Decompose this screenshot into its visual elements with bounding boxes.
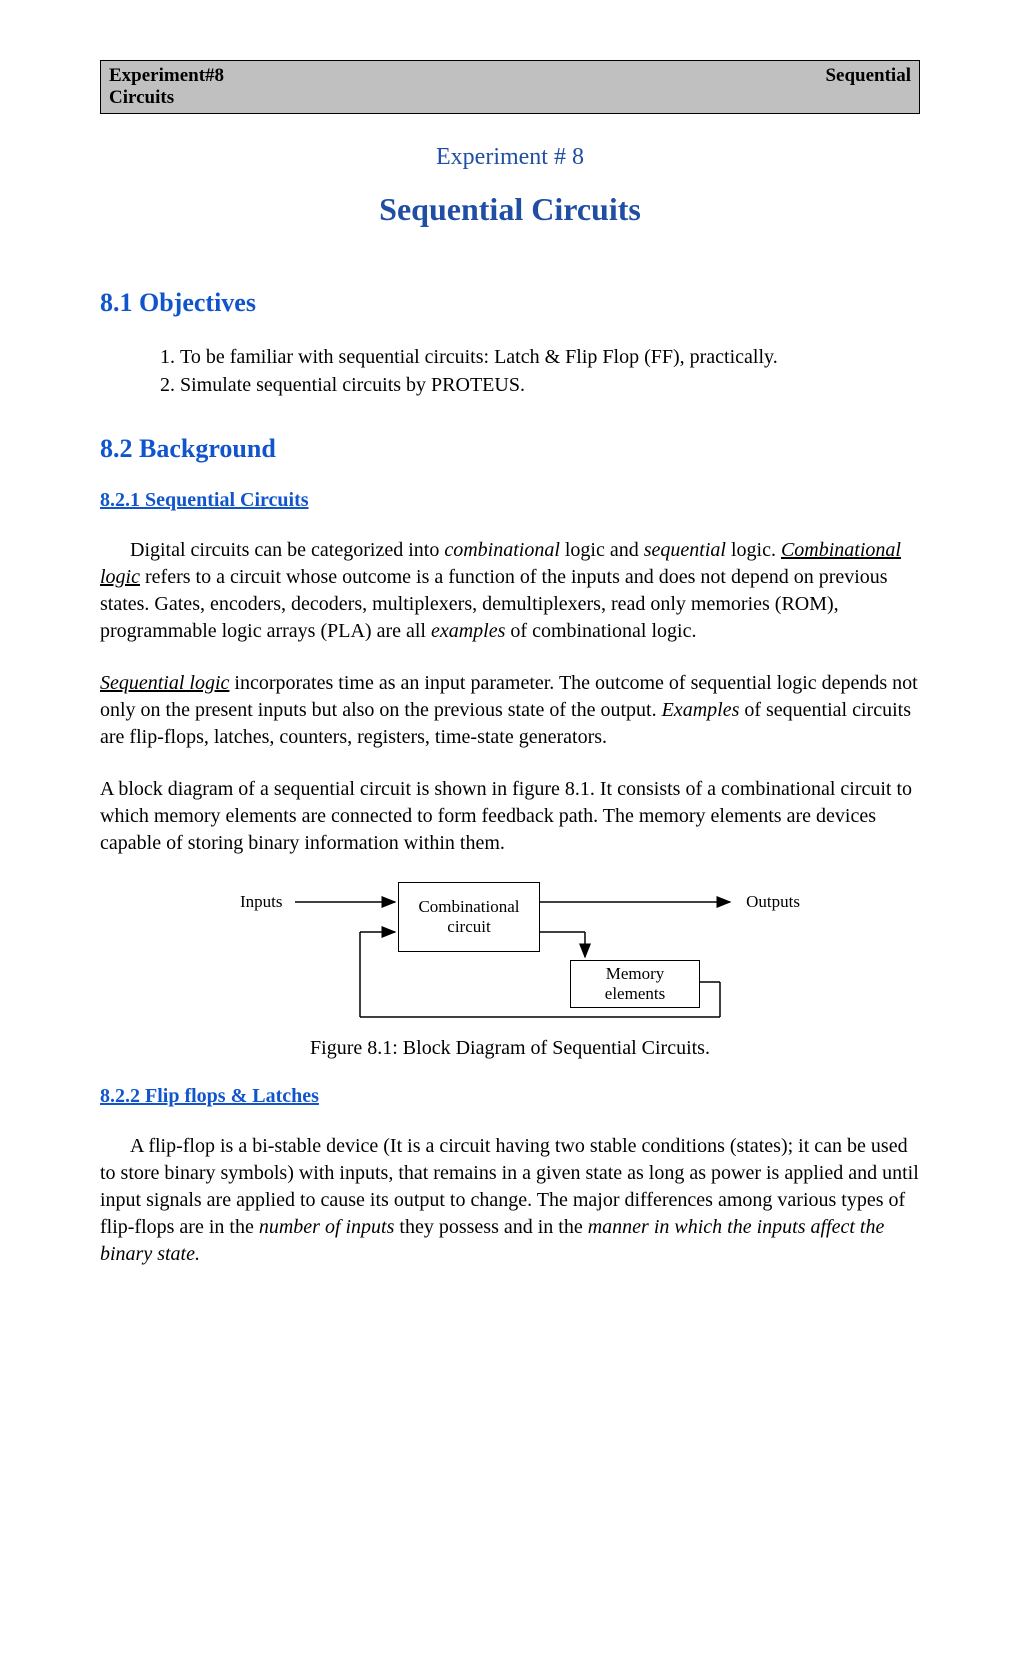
diagram-memory-box: Memory elements	[570, 960, 700, 1008]
text: logic and	[560, 539, 644, 561]
text-italic: Examples	[662, 699, 740, 721]
paragraph: A flip-flop is a bi-stable device (It is…	[100, 1133, 920, 1268]
diagram-outputs-label: Outputs	[746, 892, 800, 912]
subsection-flipflops-heading: 8.2.2 Flip flops & Latches	[100, 1085, 920, 1108]
paragraph: A block diagram of a sequential circuit …	[100, 776, 920, 857]
list-item: To be familiar with sequential circuits:…	[180, 343, 920, 371]
header-line2: Circuits	[109, 87, 911, 109]
text-italic: examples	[431, 620, 505, 642]
text-italic: sequential	[644, 539, 726, 561]
document-header: Experiment#8 Sequential Circuits	[100, 60, 920, 114]
section-objectives-heading: 8.1 Objectives	[100, 288, 920, 318]
section-background-heading: 8.2 Background	[100, 434, 920, 464]
subsection-seq-circuits-heading: 8.2.1 Sequential Circuits	[100, 489, 920, 512]
text-italic: number of inputs	[259, 1216, 395, 1238]
experiment-number: Experiment # 8	[100, 144, 920, 171]
paragraph: Sequential logic incorporates time as an…	[100, 670, 920, 751]
text: they possess and in the	[394, 1216, 587, 1238]
paragraph: Digital circuits can be categorized into…	[100, 537, 920, 645]
diagram-combinational-box: Combinational circuit	[398, 882, 540, 952]
list-item: Simulate sequential circuits by PROTEUS.	[180, 371, 920, 399]
main-title: Sequential Circuits	[100, 191, 920, 228]
text-underline-italic: Sequential logic	[100, 672, 229, 694]
header-right: Sequential	[825, 65, 911, 87]
block-diagram: Inputs Outputs Combinational circuit Mem…	[100, 882, 920, 1060]
header-left: Experiment#8	[109, 65, 224, 87]
text-italic: combinational	[444, 539, 560, 561]
diagram-inputs-label: Inputs	[240, 892, 283, 912]
figure-caption: Figure 8.1: Block Diagram of Sequential …	[310, 1037, 710, 1060]
text: logic.	[726, 539, 781, 561]
text: Digital circuits can be categorized into	[130, 539, 444, 561]
objectives-list: To be familiar with sequential circuits:…	[180, 343, 920, 399]
text: of combinational logic.	[505, 620, 696, 642]
